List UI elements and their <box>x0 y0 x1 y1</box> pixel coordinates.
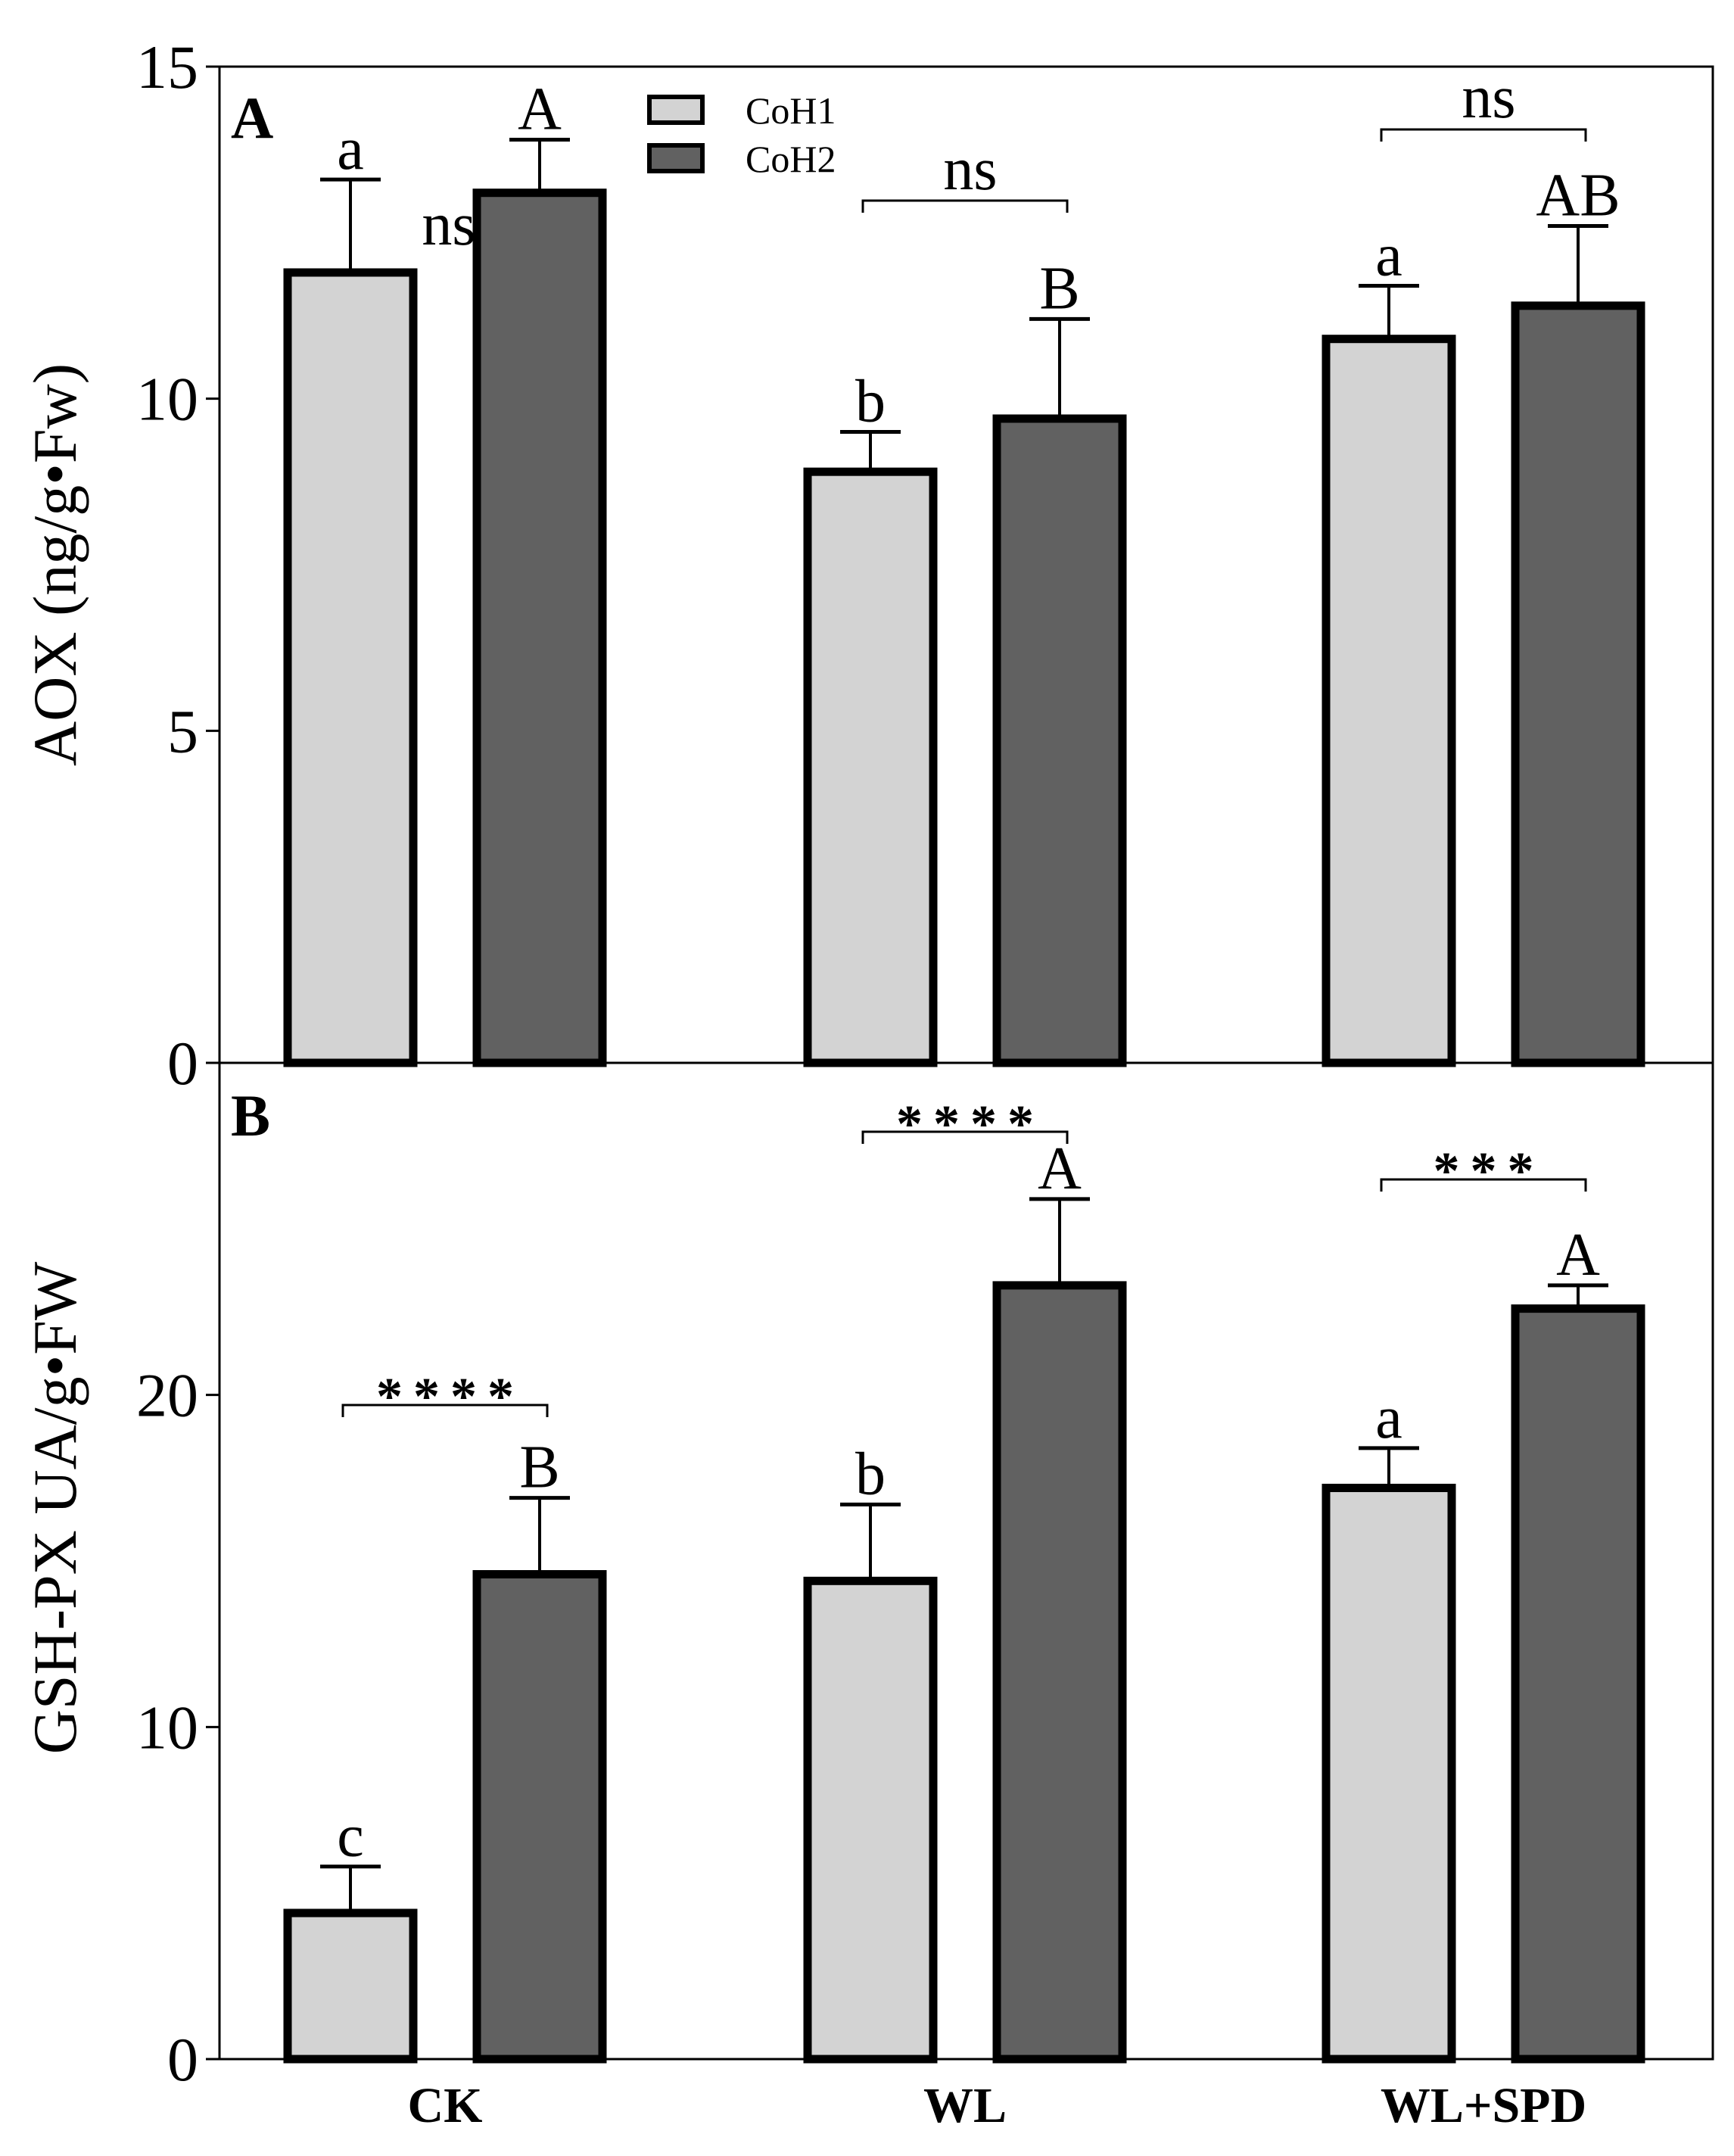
panel-a-significance-wl-spd: ns <box>1462 64 1515 131</box>
panel-a-letter-coh2-wl-spd: AB <box>1536 163 1620 229</box>
panel-a-label: A <box>231 85 273 151</box>
panel-a-significance-ck: ns <box>422 192 475 258</box>
panel-b-y-axis-title: GSH-PX UA/g•FW <box>20 1261 89 1754</box>
panel-a-letter-coh1-wl: b <box>855 369 886 435</box>
panel-b-significance-bracket-ck <box>341 1404 549 1417</box>
panel-b-frame <box>218 1061 1714 2061</box>
panel-b-letter-coh2-wl-spd: A <box>1556 1222 1600 1288</box>
panel-b-label: B <box>231 1083 270 1148</box>
panel-a-y-tick-label: 0 <box>167 1029 198 1098</box>
panel-b-significance-bracket-wl-spd <box>1380 1178 1587 1192</box>
panel-a-significance-bracket-wl-spd <box>1380 128 1587 142</box>
chart-layer: 051015abaABABnsnsns01020cbaBAA**********… <box>136 33 1645 2094</box>
panel-b-bar-coh1-wl <box>803 1576 938 2064</box>
panel-a-letter-coh1-wl-spd: a <box>1375 223 1402 289</box>
panel-a-bar-coh1-wl <box>803 467 938 1067</box>
panel-b-significance-wl: **** <box>896 1095 1044 1154</box>
panel-b-bar-coh1-ck <box>283 1908 418 2064</box>
panel-b-y-tick-label: 0 <box>167 2025 198 2094</box>
panel-a-bar-coh2-wl-spd <box>1511 301 1645 1067</box>
panel-b-letter-coh2-ck: B <box>519 1435 559 1501</box>
panel-a-y-tick-label: 10 <box>136 365 198 434</box>
legend-label-coh1: CoH1 <box>746 89 836 132</box>
panel-b-letter-coh1-wl: b <box>855 1441 886 1507</box>
panel-b-letter-coh2-wl: A <box>1038 1136 1082 1202</box>
panel-b-significance-wl-spd: *** <box>1434 1142 1545 1201</box>
legend-label-coh2: CoH2 <box>746 138 836 180</box>
panel-a-significance-bracket-wl <box>861 199 1069 213</box>
panel-b-letter-coh1-wl-spd: a <box>1375 1385 1402 1451</box>
panel-a-y-tick-label: 5 <box>167 696 198 765</box>
panel-a-bar-coh1-ck <box>283 268 418 1067</box>
x-category-label-wl: WL <box>923 2078 1007 2133</box>
panel-b-y-tick-label: 20 <box>136 1361 198 1430</box>
panel-a-y-axis-title: AOX (ng/g•Fw) <box>20 363 89 766</box>
panel-a-letter-coh2-ck: A <box>518 76 562 143</box>
panel-a-bar-coh1-wl-spd <box>1322 335 1456 1067</box>
legend-swatch-coh1 <box>647 95 705 125</box>
panel-a-bar-coh2-ck <box>472 188 607 1067</box>
panel-a-letter-coh1-ck: a <box>337 116 364 182</box>
panel-a-bar-coh2-wl <box>992 414 1127 1067</box>
panel-b-bar-coh1-wl-spd <box>1322 1483 1456 2064</box>
legend: CoH1 CoH2 <box>647 89 836 180</box>
panel-b-bar-coh2-wl-spd <box>1511 1304 1645 2064</box>
panel-b-significance-ck: **** <box>376 1368 525 1426</box>
panel-b-y-tick-label: 10 <box>136 1693 198 1762</box>
x-category-label-ck: CK <box>408 2078 483 2133</box>
panel-b-bar-coh2-ck <box>472 1570 607 2064</box>
panel-b-significance-bracket-wl <box>861 1130 1069 1144</box>
panel-b-bar-coh2-wl <box>992 1281 1127 2064</box>
x-category-label-wl-spd: WL+SPD <box>1381 2078 1586 2133</box>
panel-a-significance-wl: ns <box>943 136 997 203</box>
panel-a-letter-coh2-wl: B <box>1039 255 1079 322</box>
panel-b-letter-coh1-ck: c <box>337 1803 364 1870</box>
legend-swatch-coh2 <box>647 143 705 173</box>
panel-a-y-tick-label: 15 <box>136 33 198 101</box>
